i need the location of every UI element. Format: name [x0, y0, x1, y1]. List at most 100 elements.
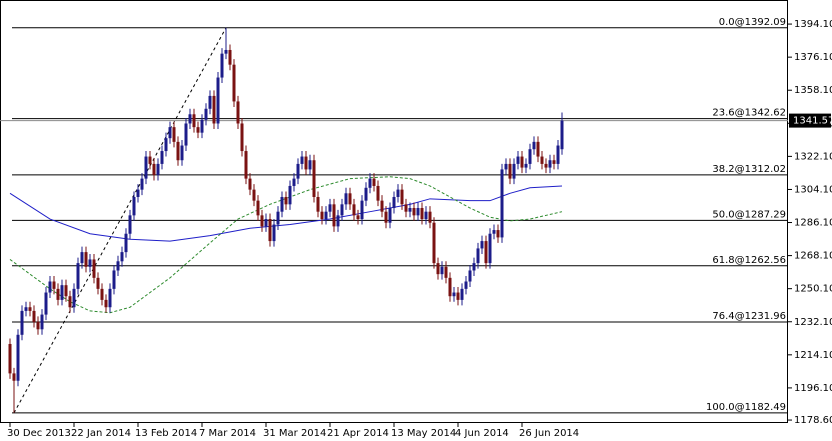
candle-body — [108, 288, 112, 308]
candle-body — [32, 310, 36, 322]
candle-body — [560, 120, 564, 150]
x-tick-label: 21 Apr 2014 — [327, 428, 389, 439]
candle-body — [44, 292, 48, 315]
candle-body — [436, 263, 440, 275]
candle-body — [224, 49, 228, 54]
candle-body — [368, 178, 372, 188]
candle-body — [48, 281, 52, 293]
candle-body — [528, 149, 532, 164]
candle-body — [484, 241, 488, 264]
candle-body — [520, 156, 524, 168]
candle-body — [352, 204, 356, 216]
candle-body — [204, 108, 208, 120]
candle-body — [428, 211, 432, 223]
candle-body — [316, 196, 320, 212]
candle-body — [412, 208, 416, 216]
candle-body — [508, 163, 512, 179]
candle-body — [292, 178, 296, 186]
candle-body — [492, 230, 496, 234]
candle-body — [304, 156, 308, 170]
y-tick-label: 1250.10 — [794, 284, 832, 295]
candle-body — [260, 215, 264, 227]
candle-body — [296, 163, 300, 179]
candle-body — [540, 156, 544, 164]
candle-body — [348, 193, 352, 205]
candle-body — [216, 77, 220, 124]
candle-body — [168, 127, 172, 139]
fib-label: 61.8@1262.56 — [712, 255, 786, 266]
fib-label: 76.4@1231.96 — [712, 311, 786, 322]
x-tick-label: 4 Jun 2014 — [455, 428, 509, 439]
fib-anchor-line — [13, 27, 227, 414]
candle-body — [360, 200, 364, 220]
candle-body — [544, 163, 548, 168]
candle-body — [40, 314, 44, 330]
candle-body — [276, 211, 280, 225]
candle-body — [264, 219, 268, 227]
candle-body — [128, 215, 132, 234]
candle-body — [416, 208, 420, 216]
candle-body — [232, 64, 236, 102]
x-tick-label: 13 May 2014 — [391, 428, 456, 439]
y-tick-label: 1304.10 — [794, 184, 832, 195]
candle-body — [472, 263, 476, 271]
candle-body — [160, 151, 164, 164]
y-tick-label: 1394.10 — [794, 19, 832, 30]
candle-body — [396, 189, 400, 197]
candle-body — [80, 252, 84, 264]
candle-body — [52, 281, 56, 289]
candle-body — [124, 233, 128, 253]
candle-body — [192, 114, 196, 128]
plot-frame — [0, 0, 788, 423]
candle-body — [280, 196, 284, 212]
candle-body — [524, 163, 528, 168]
candle-body — [136, 189, 140, 197]
candle-body — [464, 281, 468, 289]
candle-body — [400, 189, 404, 205]
candle-body — [404, 204, 408, 212]
candle-body — [152, 163, 156, 175]
candle-body — [512, 163, 516, 179]
candle-body — [252, 189, 256, 201]
candle-body — [196, 127, 200, 133]
candle-body — [452, 292, 456, 297]
y-tick-label: 1268.10 — [794, 251, 832, 262]
candle-body — [480, 241, 484, 249]
candle-body — [408, 208, 412, 212]
candle-body — [448, 277, 452, 297]
candle-body — [372, 178, 376, 186]
candle-body — [324, 211, 328, 220]
candle-body — [272, 224, 276, 242]
candle-body — [440, 266, 444, 275]
candle-body — [468, 270, 472, 282]
candle-body — [288, 185, 292, 205]
candle-body — [156, 163, 160, 175]
price-tag-box — [789, 113, 831, 128]
candle-body — [332, 204, 336, 227]
x-tick-label: 31 Mar 2014 — [263, 428, 326, 439]
fib-label: 23.6@1342.62 — [712, 108, 786, 119]
candle-body — [220, 53, 224, 78]
fib-label: 50.0@1287.29 — [712, 209, 786, 220]
candle-body — [132, 196, 136, 216]
y-tick-label: 1358.10 — [794, 85, 832, 96]
candle-body — [208, 95, 212, 109]
candle-body — [432, 222, 436, 264]
candle-body — [176, 141, 180, 161]
candle-body — [496, 230, 500, 238]
candle-body — [344, 193, 348, 205]
candle-body — [268, 219, 272, 242]
candle-body — [328, 204, 332, 212]
candle-body — [148, 156, 152, 164]
x-tick-label: 26 Jun 2014 — [519, 428, 579, 439]
fib-label: 0.0@1392.09 — [719, 17, 786, 28]
x-tick-label: 22 Jan 2014 — [71, 428, 131, 439]
candle-body — [456, 292, 460, 300]
candle-body — [72, 288, 76, 308]
candle-body — [380, 200, 384, 212]
y-tick-label: 1286.10 — [794, 218, 832, 229]
candle-body — [24, 307, 28, 311]
candle-body — [36, 321, 40, 330]
fib-label: 100.0@1182.49 — [706, 402, 786, 413]
candle-body — [516, 156, 520, 164]
